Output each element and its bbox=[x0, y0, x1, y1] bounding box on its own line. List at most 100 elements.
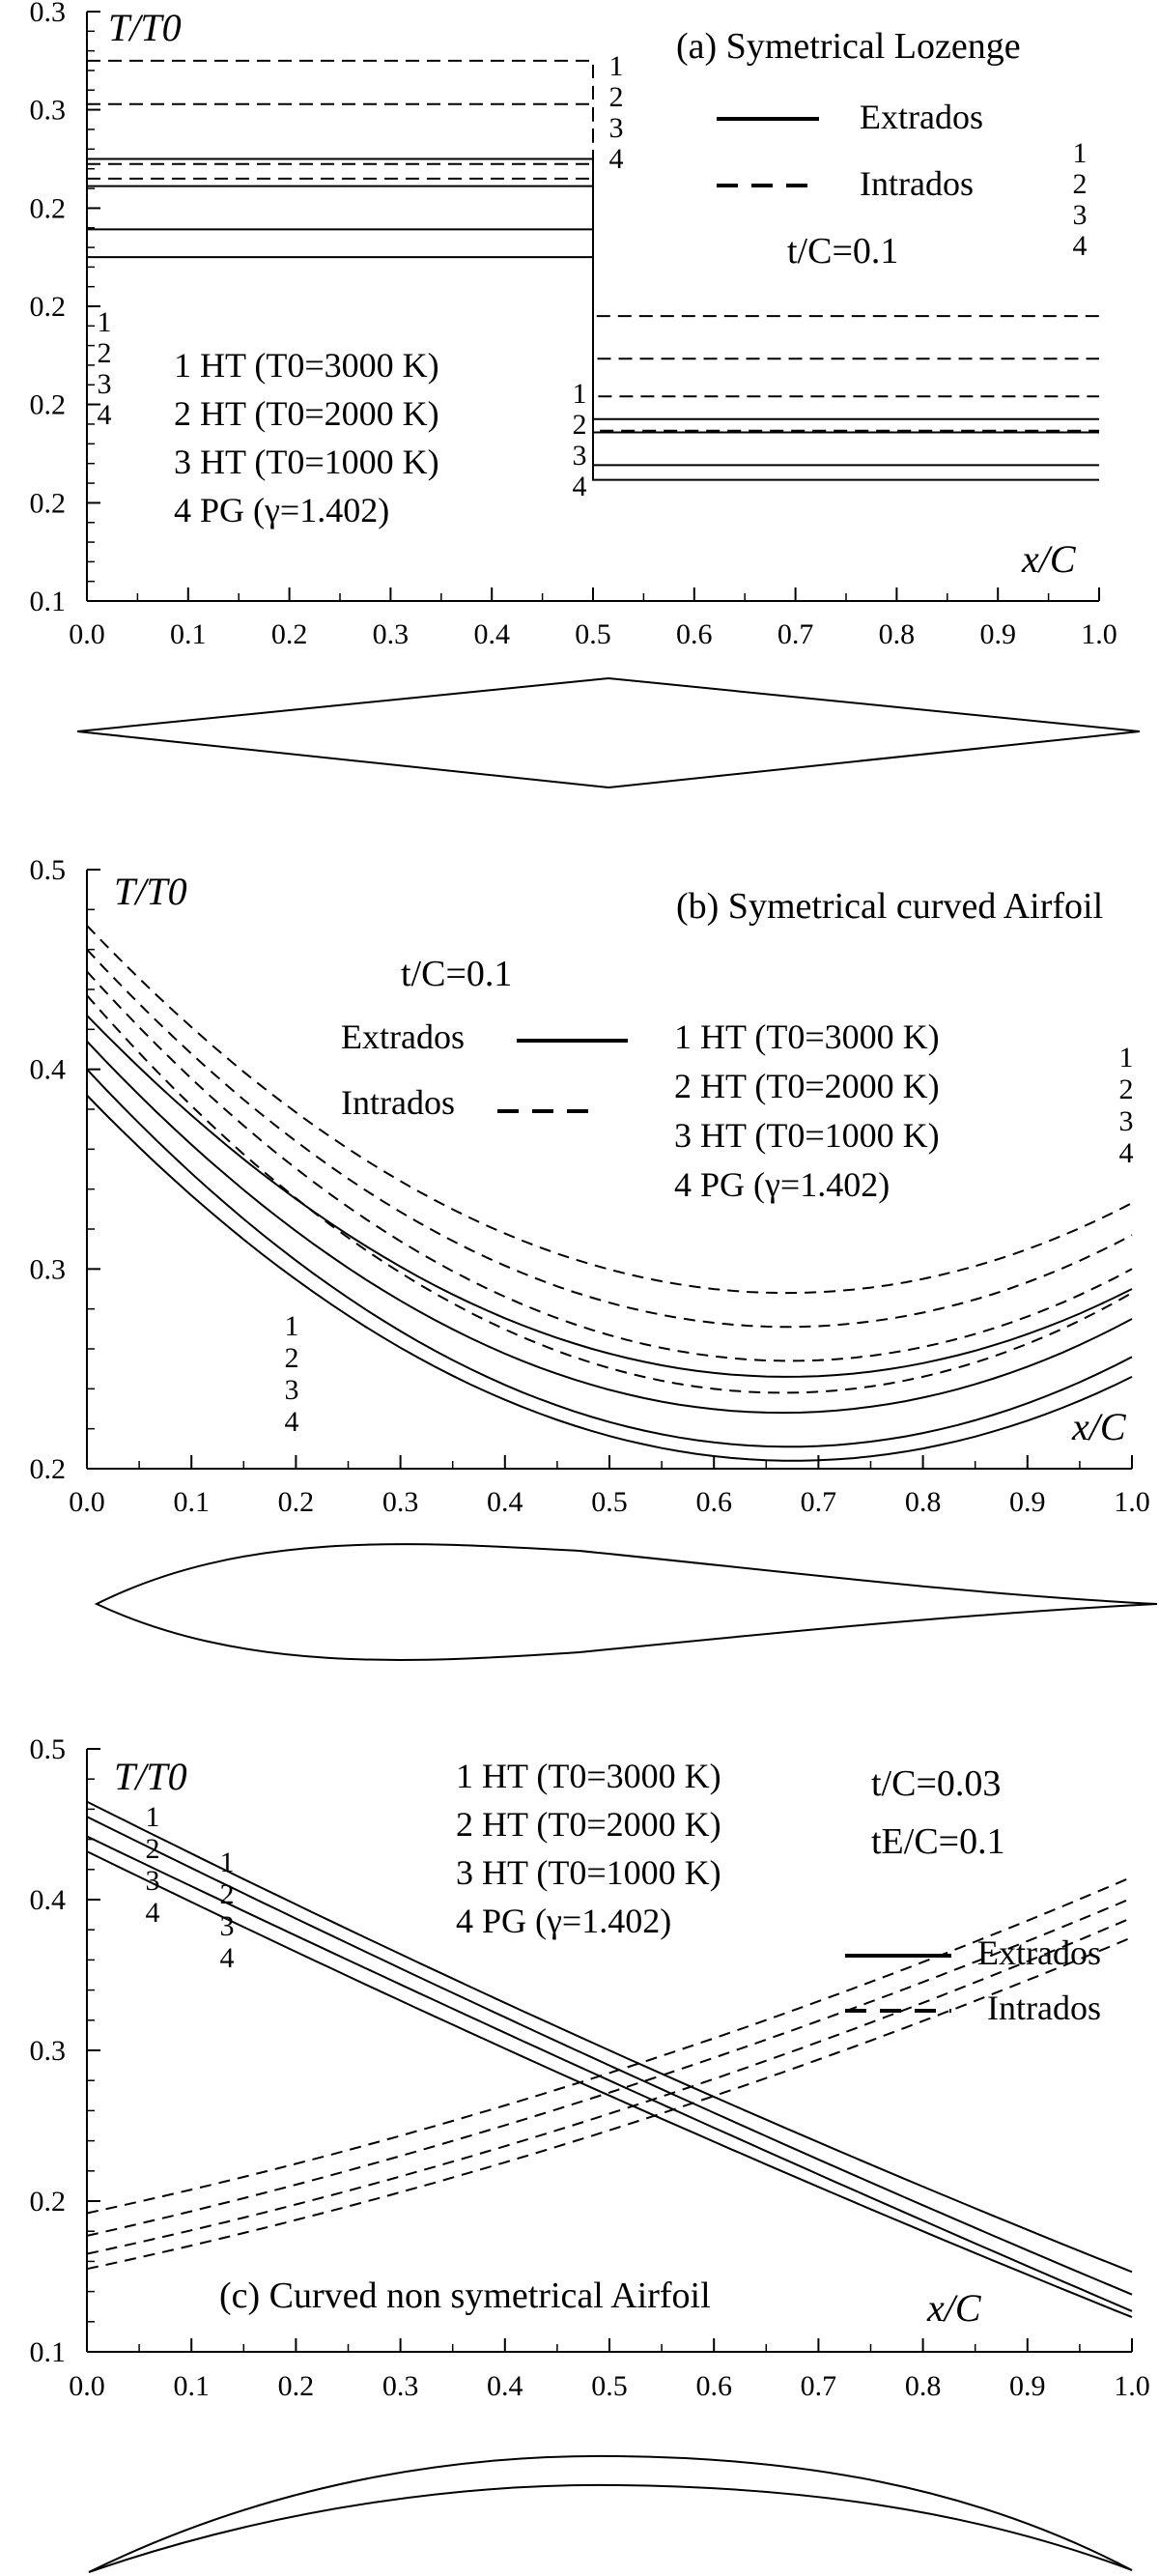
curve-legend-entry: 1 HT (T0=3000 K) bbox=[674, 1017, 940, 1056]
y-tick-label: 0.2 bbox=[30, 389, 67, 421]
x-tick-label: 0.4 bbox=[473, 618, 510, 650]
data-series-extrados bbox=[86, 1015, 1133, 1378]
curve-number: 2 bbox=[98, 337, 112, 369]
curve-number: 1 bbox=[220, 1846, 235, 1878]
cambered-airfoil-upper bbox=[88, 2454, 1133, 2573]
x-tick-label: 0.6 bbox=[695, 1486, 732, 1518]
y-axis-label: T/T0 bbox=[114, 870, 187, 913]
lozenge-profile bbox=[76, 676, 1141, 789]
curve-number: 4 bbox=[1119, 1137, 1134, 1169]
curve-number: 1 bbox=[573, 378, 587, 410]
curve-number: 4 bbox=[609, 143, 624, 175]
curve-legend-entry: 4 PG (γ=1.402) bbox=[674, 1165, 890, 1204]
curve-number: 3 bbox=[285, 1374, 299, 1406]
y-tick-label: 0.2 bbox=[30, 487, 67, 519]
legend-intrados-label: Intrados bbox=[987, 1989, 1101, 2027]
data-series-intrados bbox=[87, 177, 1099, 432]
curve-number: 4 bbox=[285, 1406, 299, 1438]
legend-intrados-label: Intrados bbox=[341, 1083, 455, 1122]
curve-number: 1 bbox=[1119, 1042, 1134, 1073]
curve-number: 3 bbox=[220, 1910, 235, 1942]
curve-legend-entry: 2 HT (T0=2000 K) bbox=[456, 1805, 721, 1844]
x-tick-label: 0.2 bbox=[278, 1486, 315, 1518]
y-tick-label: 0.4 bbox=[30, 1054, 67, 1086]
curve-legend-entry: 1 HT (T0=3000 K) bbox=[174, 346, 439, 385]
legend-extrados-label: Extrados bbox=[977, 1933, 1101, 1972]
y-tick-label: 0.3 bbox=[30, 1253, 67, 1285]
x-tick-label: 0.0 bbox=[69, 618, 105, 650]
curve-number: 2 bbox=[146, 1833, 160, 1865]
x-tick-label: 0.9 bbox=[1009, 2370, 1046, 2402]
y-axis-label: T/T0 bbox=[114, 1755, 187, 1798]
data-series-intrados bbox=[86, 1875, 1133, 2215]
curve-number: 4 bbox=[573, 471, 587, 502]
x-tick-label: 0.9 bbox=[1009, 1486, 1046, 1518]
x-tick-label: 0.2 bbox=[278, 2370, 315, 2402]
panel-a: 0.0 0.1 0.2 0.3 0.4 0.5 0.6 0.7 0.8 0.9 1.00.10.20… bbox=[30, 0, 1141, 789]
curve-number: 1 bbox=[1073, 137, 1088, 169]
curve-number: 1 bbox=[609, 50, 624, 82]
x-tick-label: 0.4 bbox=[487, 2370, 523, 2402]
y-tick-label: 0.2 bbox=[30, 291, 67, 323]
x-tick-label: 0.5 bbox=[575, 618, 611, 650]
thickness-ratio: t/C=0.1 bbox=[401, 954, 512, 994]
x-tick-label: 0.8 bbox=[905, 2370, 942, 2402]
data-series-intrados bbox=[86, 1936, 1133, 2271]
curve-number: 2 bbox=[1119, 1073, 1134, 1105]
panel-title: (b) Symetrical curved Airfoil bbox=[676, 886, 1103, 927]
curve-number: 2 bbox=[609, 81, 624, 113]
x-tick-label: 0.3 bbox=[373, 618, 410, 650]
x-tick-label: 0.5 bbox=[591, 2370, 628, 2402]
x-tick-label: 0.8 bbox=[879, 618, 916, 650]
curve-number: 2 bbox=[220, 1878, 235, 1910]
panel-b: 0.0 0.1 0.2 0.3 0.4 0.5 0.6 0.7 0.8 0.9 1.0 0.2 0.3 0… bbox=[30, 854, 1158, 1661]
curve-legend-entry: 4 PG (γ=1.402) bbox=[456, 1902, 671, 1940]
x-tick-label: 1.0 bbox=[1114, 2370, 1150, 2402]
data-series-extrados bbox=[86, 1835, 1133, 2312]
y-tick-label: 0.1 bbox=[30, 2336, 67, 2368]
panel-title: (a) Symetrical Lozenge bbox=[676, 26, 1021, 67]
x-tick-label: 0.6 bbox=[695, 2370, 732, 2402]
curve-legend-entry: 3 HT (T0=1000 K) bbox=[674, 1116, 940, 1155]
symmetric-airfoil-profile bbox=[94, 1543, 1158, 1661]
data-series-intrados bbox=[86, 949, 1133, 1329]
curve-number: 1 bbox=[285, 1310, 299, 1342]
x-tick-label: 0.8 bbox=[905, 1486, 942, 1518]
x-tick-label: 0.2 bbox=[271, 618, 308, 650]
cambered-airfoil-lower bbox=[88, 2483, 1133, 2573]
y-tick-label: 0.5 bbox=[30, 1733, 67, 1765]
curve-legend-entry: 4 PG (γ=1.402) bbox=[174, 491, 389, 530]
curve-number: 2 bbox=[573, 409, 587, 441]
data-series-intrados bbox=[86, 1916, 1133, 2255]
y-axis-label: T/T0 bbox=[108, 6, 182, 49]
x-tick-label: 0.1 bbox=[173, 2370, 210, 2402]
curve-number: 3 bbox=[146, 1865, 160, 1897]
data-series-extrados bbox=[86, 1094, 1133, 1462]
x-tick-label: 0.4 bbox=[487, 1486, 523, 1518]
curve-number: 1 bbox=[98, 306, 112, 338]
y-tick-label: 0.3 bbox=[30, 95, 67, 127]
curve-number: 3 bbox=[98, 368, 112, 400]
curve-legend-entry: 1 HT (T0=3000 K) bbox=[456, 1757, 721, 1795]
x-tick-label: 0.0 bbox=[69, 1486, 105, 1518]
x-tick-label: 0.5 bbox=[591, 1486, 628, 1518]
data-series-intrados bbox=[86, 970, 1133, 1362]
x-axis-label: x/C bbox=[926, 2286, 982, 2330]
legend-extrados-label: Extrados bbox=[341, 1017, 465, 1056]
x-tick-label: 0.1 bbox=[170, 618, 207, 650]
x-axis-label: x/C bbox=[1021, 537, 1077, 581]
legend-extrados-label: Extrados bbox=[860, 98, 983, 136]
curve-number: 1 bbox=[146, 1801, 160, 1833]
curve-number: 3 bbox=[1073, 199, 1088, 231]
x-tick-label: 0.7 bbox=[801, 2370, 837, 2402]
curve-number: 4 bbox=[146, 1897, 160, 1929]
x-tick-label: 0.9 bbox=[979, 618, 1016, 650]
curve-legend-entry: 2 HT (T0=2000 K) bbox=[174, 394, 439, 433]
curve-legend-entry: 2 HT (T0=2000 K) bbox=[674, 1067, 940, 1105]
panel-c: 0.0 0.1 0.2 0.3 0.4 0.5 0.6 0.7 0.8 0.9 1.00.10.20… bbox=[30, 1733, 1150, 2573]
y-tick-label: 0.2 bbox=[30, 1453, 67, 1485]
legend-intrados-label: Intrados bbox=[860, 164, 974, 203]
y-tick-label: 0.4 bbox=[30, 1884, 67, 1916]
curve-number: 4 bbox=[220, 1942, 235, 1974]
